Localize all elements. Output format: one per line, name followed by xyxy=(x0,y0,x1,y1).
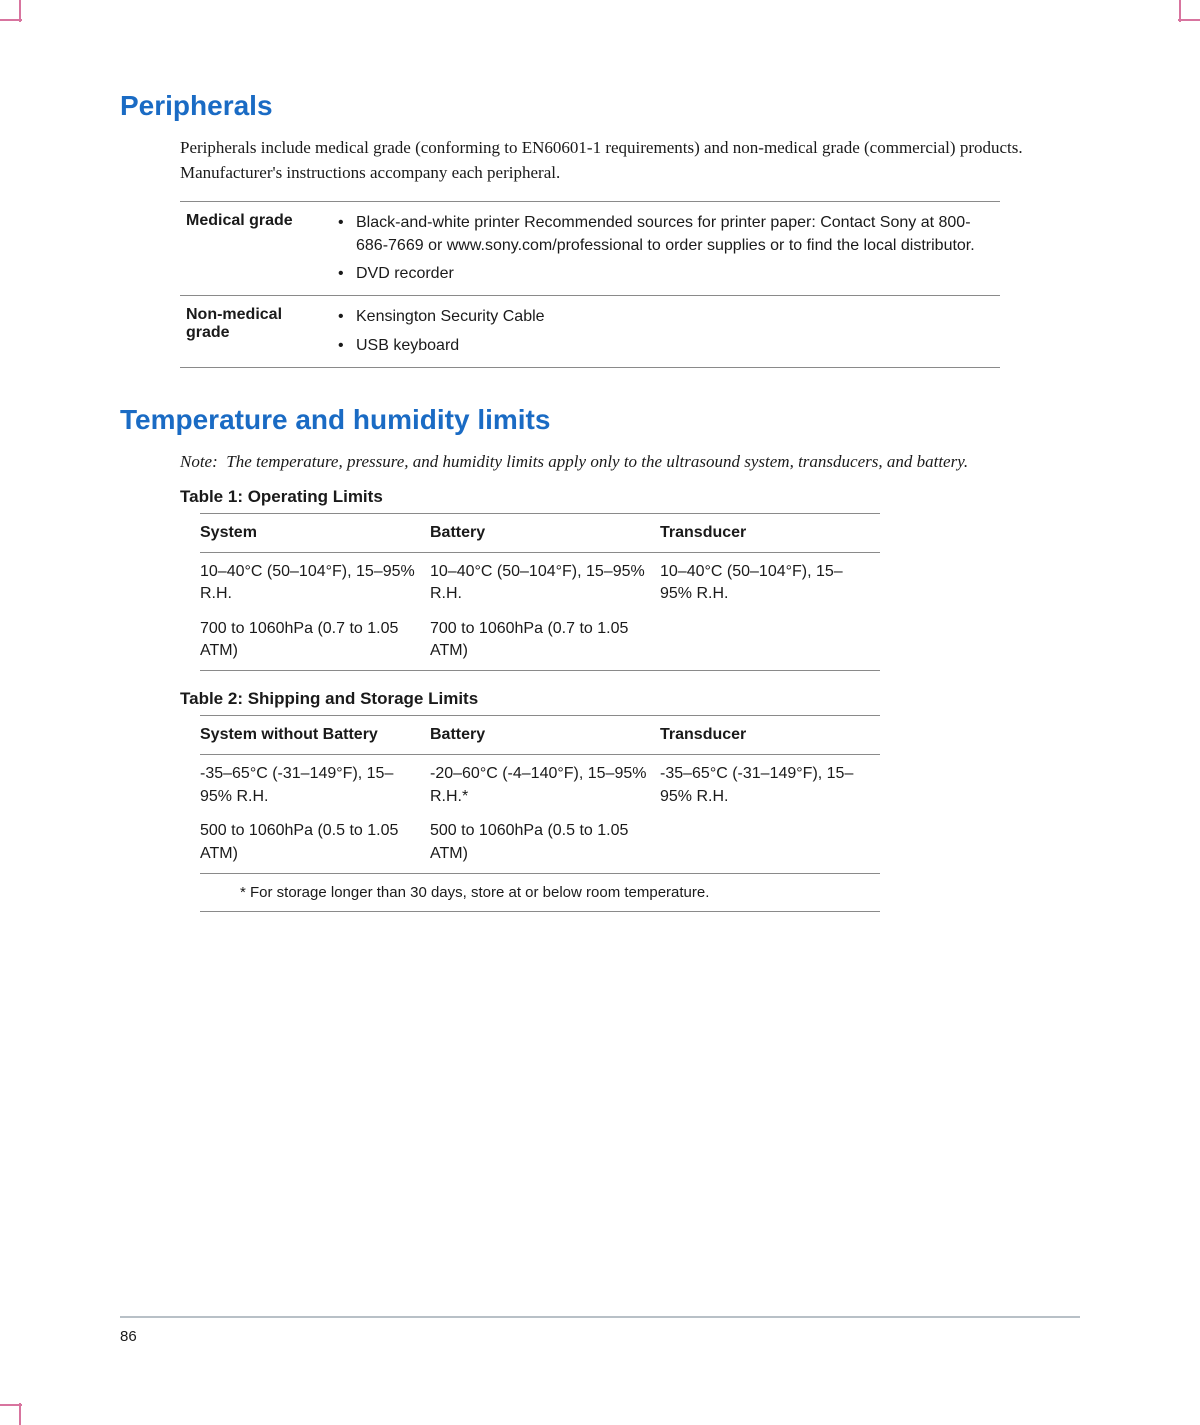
table-footnote-row: * For storage longer than 30 days, store… xyxy=(200,874,880,912)
table-row: 500 to 1060hPa (0.5 to 1.05 ATM) 500 to … xyxy=(200,812,880,873)
cell: 500 to 1060hPa (0.5 to 1.05 ATM) xyxy=(430,812,660,873)
cell xyxy=(660,812,880,873)
list-item: Black-and-white printer Recommended sour… xyxy=(336,212,994,257)
th-system-nobatt: System without Battery xyxy=(200,716,430,755)
cell: 700 to 1060hPa (0.7 to 1.05 ATM) xyxy=(200,610,430,671)
table-row: 700 to 1060hPa (0.7 to 1.05 ATM) 700 to … xyxy=(200,610,880,671)
list-item: DVD recorder xyxy=(336,263,994,285)
table-header-row: System Battery Transducer xyxy=(200,513,880,552)
def-items: Kensington Security Cable USB keyboard xyxy=(330,296,1000,368)
cell: -35–65°C (-31–149°F), 15–95% R.H. xyxy=(200,755,430,812)
th-battery: Battery xyxy=(430,716,660,755)
table-row: -35–65°C (-31–149°F), 15–95% R.H. -20–60… xyxy=(200,755,880,812)
list-item: Kensington Security Cable xyxy=(336,306,994,328)
note-text: Note: The temperature, pressure, and hum… xyxy=(180,450,1080,475)
cell xyxy=(660,610,880,671)
table2-caption: Table 2: Shipping and Storage Limits xyxy=(180,689,1080,709)
table-row: Non-medical grade Kensington Security Ca… xyxy=(180,296,1000,368)
def-items: Black-and-white printer Recommended sour… xyxy=(330,202,1000,296)
cell: 10–40°C (50–104°F), 15–95% R.H. xyxy=(200,552,430,609)
cell: 500 to 1060hPa (0.5 to 1.05 ATM) xyxy=(200,812,430,873)
cell: -35–65°C (-31–149°F), 15–95% R.H. xyxy=(660,755,880,812)
def-term: Medical grade xyxy=(180,202,330,296)
th-battery: Battery xyxy=(430,513,660,552)
list-item: USB keyboard xyxy=(336,335,994,357)
th-system: System xyxy=(200,513,430,552)
footnote: * For storage longer than 30 days, store… xyxy=(200,874,880,912)
table1-caption: Table 1: Operating Limits xyxy=(180,487,1080,507)
peripherals-table: Medical grade Black-and-white printer Re… xyxy=(180,201,1000,368)
page-footer: 86 xyxy=(120,1316,1080,1345)
th-transducer: Transducer xyxy=(660,513,880,552)
th-transducer: Transducer xyxy=(660,716,880,755)
heading-temp-humidity: Temperature and humidity limits xyxy=(120,404,1080,436)
crop-mark-tr xyxy=(1166,0,1200,34)
cell: 700 to 1060hPa (0.7 to 1.05 ATM) xyxy=(430,610,660,671)
crop-mark-tl xyxy=(0,0,34,34)
table-operating-limits: System Battery Transducer 10–40°C (50–10… xyxy=(200,513,880,672)
page-number: 86 xyxy=(120,1328,137,1345)
peripherals-intro: Peripherals include medical grade (confo… xyxy=(180,136,1080,185)
table-shipping-storage-limits: System without Battery Battery Transduce… xyxy=(200,715,880,912)
table-row: Medical grade Black-and-white printer Re… xyxy=(180,202,1000,296)
table-row: 10–40°C (50–104°F), 15–95% R.H. 10–40°C … xyxy=(200,552,880,609)
cell: 10–40°C (50–104°F), 15–95% R.H. xyxy=(660,552,880,609)
def-term: Non-medical grade xyxy=(180,296,330,368)
cell: -20–60°C (-4–140°F), 15–95% R.H.* xyxy=(430,755,660,812)
crop-mark-bl xyxy=(0,1391,34,1425)
heading-peripherals: Peripherals xyxy=(120,90,1080,122)
table-header-row: System without Battery Battery Transduce… xyxy=(200,716,880,755)
cell: 10–40°C (50–104°F), 15–95% R.H. xyxy=(430,552,660,609)
